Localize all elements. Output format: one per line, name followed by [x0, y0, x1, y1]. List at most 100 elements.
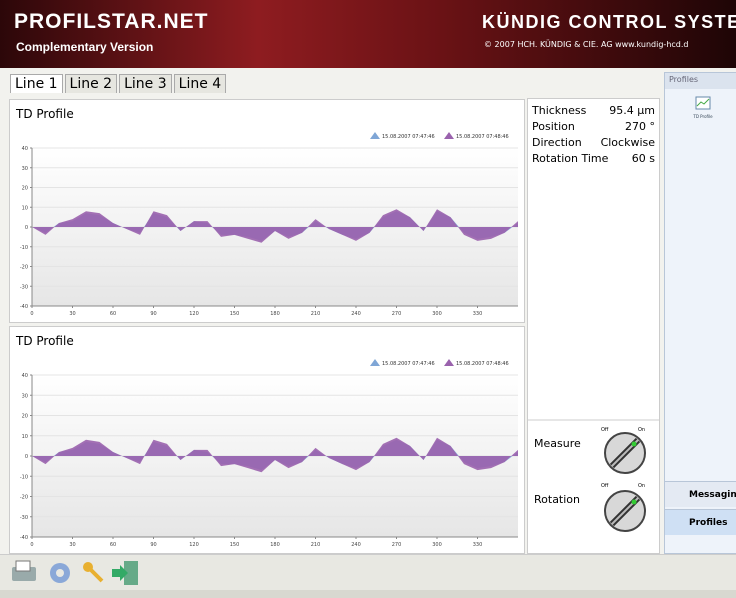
legend-swatch: [370, 132, 380, 139]
tabs: Line 1 Line 2 Line 3 Line 4: [10, 74, 226, 93]
info-row: Rotation Time 60 s: [528, 151, 659, 167]
x-tick-label: 120: [189, 542, 199, 548]
x-tick-label: 30: [69, 311, 75, 317]
y-tick-label: 20: [22, 414, 28, 420]
on-label: On: [638, 483, 645, 489]
app: PROFILSTAR.NET Complementary Version KÜN…: [0, 0, 736, 598]
key-button[interactable]: [83, 562, 102, 581]
x-tick-label: 0: [30, 311, 33, 317]
sidebar: Profiles TD Profile Messaging Profiles: [664, 72, 736, 554]
settings-button[interactable]: [50, 563, 70, 583]
y-tick-label: 40: [22, 373, 28, 379]
app-title: PROFILSTAR.NET: [14, 10, 208, 34]
control-label: Measure: [534, 437, 581, 450]
value: Clockwise: [601, 135, 655, 151]
x-tick-label: 60: [110, 542, 116, 548]
off-label: Off: [601, 427, 609, 433]
x-tick-label: 210: [311, 542, 321, 548]
item-label: TD Profile: [683, 114, 723, 119]
label: Thickness: [532, 103, 586, 119]
x-tick-label: 60: [110, 311, 116, 317]
tab[interactable]: Line 4: [174, 74, 227, 93]
y-tick-label: -40: [20, 535, 28, 541]
legend-swatch: [370, 359, 380, 366]
x-tick-label: 150: [230, 311, 240, 317]
x-tick-label: 330: [473, 311, 483, 317]
x-tick-label: 270: [392, 542, 402, 548]
x-tick-label: 90: [150, 311, 156, 317]
x-tick-label: 240: [351, 542, 361, 548]
info-row: Thickness 95.4 µm: [528, 103, 659, 119]
banner: PROFILSTAR.NET Complementary Version KÜN…: [0, 0, 736, 68]
legend-label: 15.08.2007 07:47:46: [382, 134, 435, 140]
app-subtitle: Complementary Version: [16, 40, 153, 54]
value: 60 s: [632, 151, 655, 167]
y-tick-label: 30: [22, 166, 28, 172]
toolbar-icons: [0, 555, 160, 591]
chart-title: TD Profile: [15, 334, 74, 348]
x-tick-label: 180: [270, 311, 280, 317]
x-tick-label: 300: [432, 542, 442, 548]
sidebar-title: Profiles: [665, 73, 736, 89]
y-tick-label: 0: [25, 225, 28, 231]
value: 95.4 µm: [609, 103, 655, 119]
print-button[interactable]: [12, 561, 36, 581]
off-label: Off: [601, 483, 609, 489]
status-bar: [0, 590, 736, 598]
exit-button[interactable]: [112, 561, 138, 585]
copyright: © 2007 HCH. KÜNDIG & CIE. AG www.kundig-…: [484, 40, 688, 49]
x-tick-label: 330: [473, 542, 483, 548]
x-tick-label: 300: [432, 311, 442, 317]
icon: [695, 96, 711, 110]
y-tick-label: 40: [22, 146, 28, 152]
legend-label: 15.08.2007 07:48:46: [456, 361, 509, 367]
on-label: On: [638, 427, 645, 433]
x-tick-label: 270: [392, 311, 402, 317]
info-panel: Thickness 95.4 µm Position 270 ° Direction…: [527, 98, 660, 554]
tab[interactable]: Line 1: [10, 74, 63, 93]
label: Rotation Time: [532, 151, 608, 167]
info-row: Position 270 °: [528, 119, 659, 135]
value: 270 °: [625, 119, 655, 135]
nav-button[interactable]: Profiles: [665, 509, 736, 535]
y-tick-label: -30: [20, 284, 28, 290]
x-tick-label: 180: [270, 542, 280, 548]
x-tick-label: 0: [30, 542, 33, 548]
x-tick-label: 120: [189, 311, 199, 317]
y-tick-label: -20: [20, 495, 28, 501]
switch[interactable]: [605, 491, 645, 531]
x-tick-label: 90: [150, 542, 156, 548]
y-tick-label: -10: [20, 245, 28, 251]
legend-label: 15.08.2007 07:48:46: [456, 134, 509, 140]
y-tick-label: -30: [20, 515, 28, 521]
toolbar: [0, 554, 736, 591]
y-tick-label: 10: [22, 434, 28, 440]
legend-label: 15.08.2007 07:47:46: [382, 361, 435, 367]
profile-item[interactable]: TD Profile: [683, 95, 723, 119]
y-tick-label: -20: [20, 265, 28, 271]
chart: TD Profile -40 -30 -20 -10 0 10 20 30 40 0 30 60 90 12…: [9, 99, 525, 323]
x-tick-label: 210: [311, 311, 321, 317]
company: KÜNDIG CONTROL SYSTEMS: [482, 12, 736, 33]
switch[interactable]: [605, 433, 645, 473]
y-tick-label: 20: [22, 186, 28, 192]
y-tick-label: 30: [22, 393, 28, 399]
tab[interactable]: Line 2: [65, 74, 118, 93]
nav-button[interactable]: Messaging: [665, 481, 736, 507]
y-tick-label: 10: [22, 205, 28, 211]
control-label: Rotation: [534, 493, 580, 506]
legend-swatch: [444, 132, 454, 139]
x-tick-label: 150: [230, 542, 240, 548]
chart-title: TD Profile: [15, 107, 74, 121]
x-tick-label: 240: [351, 311, 361, 317]
controls: Measure Off On Rotation Off On: [528, 419, 659, 553]
y-tick-label: -40: [20, 304, 28, 310]
legend-swatch: [444, 359, 454, 366]
y-tick-label: 0: [25, 454, 28, 460]
tab[interactable]: Line 3: [119, 74, 172, 93]
label: Position: [532, 119, 575, 135]
info-row: Direction Clockwise: [528, 135, 659, 151]
y-tick-label: -10: [20, 474, 28, 480]
label: Direction: [532, 135, 582, 151]
